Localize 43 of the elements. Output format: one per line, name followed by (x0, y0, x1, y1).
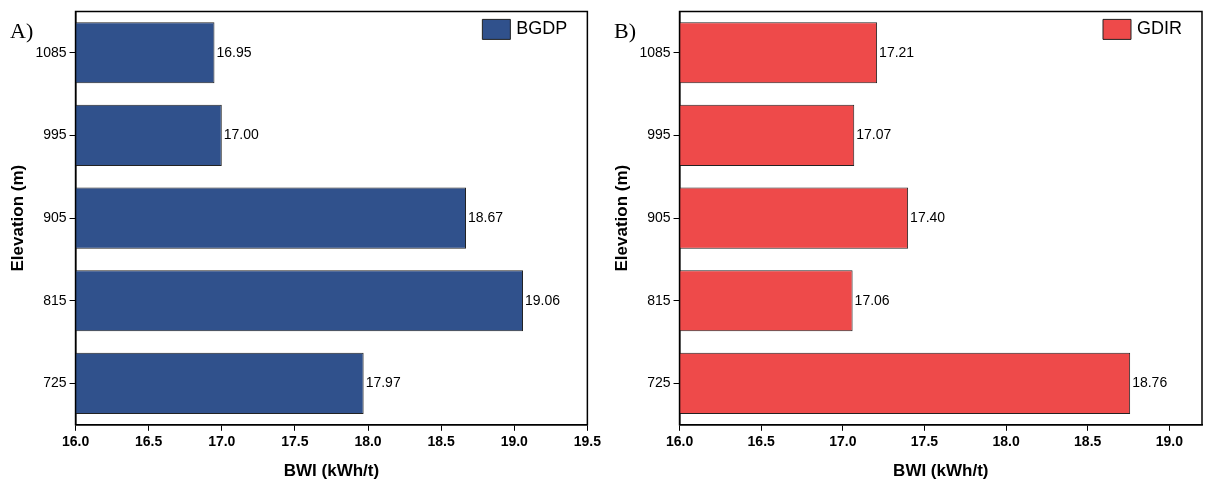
x-tick-label: 17.0 (208, 433, 236, 450)
data-label: 17.97 (365, 374, 401, 391)
data-label: 17.21 (879, 43, 915, 60)
x-tick-label: 16.5 (747, 433, 776, 450)
data-label: 18.67 (468, 208, 504, 225)
y-tick-label: 815 (647, 291, 671, 308)
x-tick-label: 18.0 (354, 433, 382, 450)
data-label: 18.76 (1132, 374, 1168, 391)
chart-title: A) (10, 18, 34, 44)
data-label: 17.40 (910, 208, 946, 225)
x-tick-label: 17.5 (281, 433, 309, 450)
data-label: 19.06 (525, 291, 561, 308)
y-tick-label: 1085 (35, 43, 67, 60)
y-tick-label: 995 (43, 126, 67, 143)
legend-label: GDIR (1137, 18, 1182, 39)
x-tick-label: 18.5 (427, 433, 455, 450)
y-tick-label: 905 (647, 208, 671, 225)
y-tick-label: 1085 (639, 43, 671, 60)
y-tick-label: 725 (43, 374, 67, 391)
x-axis-title: BWI (kWh/t) (283, 461, 380, 481)
x-tick-label: 19.0 (500, 433, 529, 450)
x-tick-label: 19.0 (1155, 433, 1184, 450)
x-axis-title: BWI (kWh/t) (893, 461, 989, 481)
data-label: 17.06 (854, 291, 890, 308)
y-axis-title: Elevation (m) (611, 164, 631, 272)
x-tick-label: 17.0 (829, 433, 857, 450)
y-tick-label: 995 (647, 126, 671, 143)
y-tick-label: 815 (43, 291, 67, 308)
x-tick-label: 16.0 (665, 433, 694, 450)
x-tick-label: 19.5 (573, 433, 602, 450)
y-axis-title: Elevation (m) (7, 164, 27, 272)
x-tick-label: 18.0 (992, 433, 1020, 450)
x-tick-label: 16.5 (135, 433, 163, 450)
data-label: 16.95 (216, 43, 252, 60)
y-tick-label: 725 (647, 374, 671, 391)
x-tick-label: 17.5 (910, 433, 939, 450)
data-label: 17.07 (856, 126, 892, 143)
legend-label: BGDP (516, 18, 568, 39)
chart-title: B) (614, 18, 636, 44)
data-label: 17.00 (223, 126, 260, 143)
y-tick-label: 905 (43, 208, 67, 225)
x-tick-label: 16.0 (61, 433, 90, 450)
x-tick-label: 18.5 (1074, 433, 1102, 450)
